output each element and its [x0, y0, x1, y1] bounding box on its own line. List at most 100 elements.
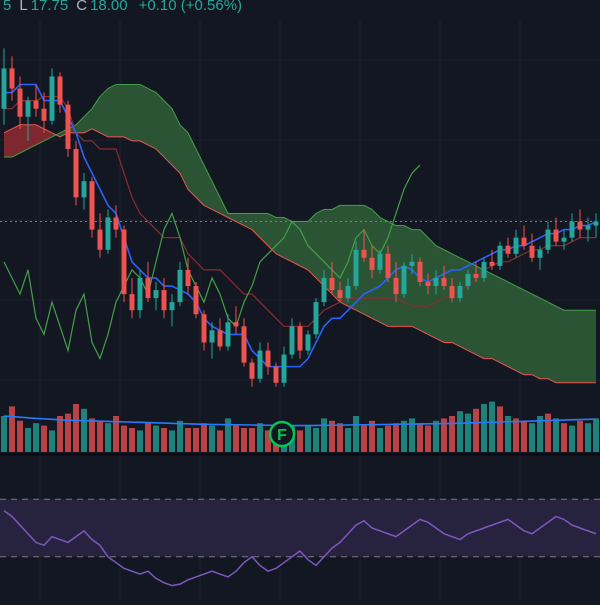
- volume-bar: [401, 420, 407, 452]
- volume-bar: [265, 430, 271, 452]
- candle-body: [569, 221, 575, 238]
- candle-body: [345, 286, 351, 299]
- candle-body: [417, 261, 423, 282]
- candle-body: [257, 350, 263, 379]
- candle-body: [297, 326, 303, 351]
- candle-body: [185, 269, 191, 287]
- candle-body: [225, 322, 231, 347]
- volume-bar: [561, 423, 567, 452]
- candle-body: [577, 221, 583, 230]
- volume-bar: [57, 416, 63, 452]
- candle-body: [49, 76, 55, 121]
- volume-bar: [249, 428, 255, 452]
- candle-body: [273, 366, 279, 383]
- cloud-segment: [236, 213, 244, 226]
- cloud-segment: [116, 84, 124, 137]
- candle-body: [473, 273, 479, 278]
- cloud-segment: [124, 84, 132, 141]
- cloud-segment: [268, 213, 276, 254]
- volume-bar: [121, 425, 127, 452]
- volume-bar: [65, 413, 71, 452]
- candle-body: [585, 225, 591, 230]
- volume-bar: [521, 420, 527, 452]
- volume-bar: [337, 423, 343, 452]
- volume-bar: [305, 425, 311, 452]
- event-marker[interactable]: F: [268, 420, 296, 448]
- cloud-segment: [76, 116, 84, 133]
- candle-body: [441, 277, 447, 287]
- candle-body: [129, 294, 135, 311]
- candle-body: [393, 277, 399, 295]
- volume-bar: [49, 430, 55, 452]
- cloud-segment: [324, 209, 332, 295]
- pane-divider[interactable]: [0, 453, 600, 456]
- volume-bar: [313, 428, 319, 452]
- volume-bar: [593, 418, 599, 452]
- candle-body: [505, 245, 511, 254]
- volume-ma: [3, 415, 597, 427]
- volume-bar: [457, 411, 463, 452]
- cloud-segment: [196, 148, 204, 206]
- volume-bar: [225, 418, 231, 452]
- volume-bar: [409, 418, 415, 452]
- volume-bar: [505, 416, 511, 452]
- volume-bar: [433, 420, 439, 452]
- volume-bar: [233, 425, 239, 452]
- cloud-segment: [300, 221, 308, 270]
- cloud-segment: [44, 128, 52, 141]
- volume-bar: [353, 416, 359, 452]
- volume-bar: [585, 423, 591, 452]
- candle-body: [233, 322, 239, 327]
- cloud-segment: [228, 213, 236, 222]
- candle-body: [529, 245, 535, 258]
- candle-body: [89, 181, 95, 230]
- kijun-line: [4, 83, 597, 368]
- volume-bar: [497, 406, 503, 452]
- volume-bar: [361, 425, 367, 452]
- candle-body: [369, 257, 375, 270]
- volume-bar: [297, 430, 303, 452]
- candle-body: [9, 68, 15, 89]
- candlesticks: [1, 48, 599, 387]
- candle-body: [361, 249, 367, 258]
- candle-body: [97, 229, 103, 250]
- candle-body: [337, 290, 343, 299]
- cloud-segment: [484, 269, 492, 359]
- volume-bar: [257, 423, 263, 452]
- volume-bar: [321, 418, 327, 452]
- volume-bar: [137, 430, 143, 452]
- cloud-segment: [20, 124, 28, 154]
- candle-body: [513, 237, 519, 254]
- cloud-segment: [508, 281, 516, 371]
- candle-body: [265, 350, 271, 367]
- volume-bar: [393, 423, 399, 452]
- volume-bar: [129, 428, 135, 452]
- volume-bar: [217, 430, 223, 452]
- candle-body: [521, 237, 527, 246]
- volume-bar: [185, 428, 191, 452]
- cloud-segment: [36, 124, 44, 145]
- volume-bar: [473, 408, 479, 452]
- cloud-segment: [572, 310, 580, 383]
- candle-body: [561, 237, 567, 242]
- cloud-segment: [564, 310, 572, 383]
- cloud-segment: [540, 298, 548, 379]
- candle-body: [249, 362, 255, 379]
- cloud-segment: [492, 273, 500, 363]
- volume-bar: [25, 428, 31, 452]
- cloud-segment: [588, 310, 596, 383]
- volume-bar: [201, 423, 207, 452]
- volume-bar: [241, 428, 247, 452]
- candle-body: [153, 290, 159, 299]
- candle-body: [73, 148, 79, 198]
- volume-bar: [89, 418, 95, 452]
- volume-bar: [529, 423, 535, 452]
- volume-bar: [17, 420, 23, 452]
- chikou-line: [3, 164, 421, 361]
- volume-bar: [441, 418, 447, 452]
- cloud-segment: [316, 209, 324, 287]
- volume-bar: [33, 423, 39, 452]
- cloud-segment: [460, 257, 468, 351]
